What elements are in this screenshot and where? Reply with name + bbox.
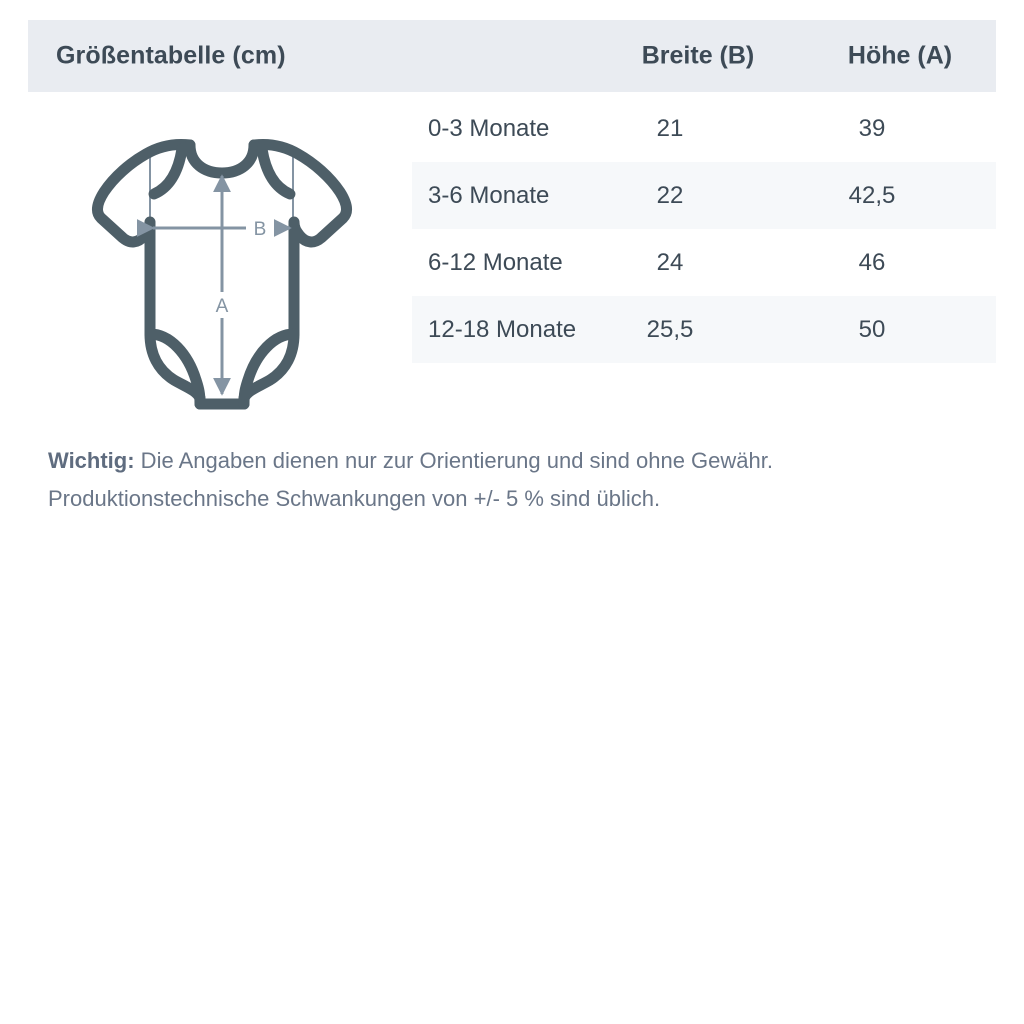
baby-bodysuit-illustration: B A: [78, 122, 378, 418]
cell-width: 22: [656, 181, 684, 209]
height-dimension-label: A: [216, 296, 229, 317]
table-row: 3-6 Monate 22 42,5: [412, 162, 996, 229]
cell-size: 0-3 Monate: [428, 114, 550, 142]
bodysuit-outline-path: [91, 139, 353, 410]
disclaimer-emphasis: Wichtig:: [48, 448, 135, 473]
table-row: 6-12 Monate 24 46: [412, 229, 996, 296]
table-row: 12-18 Monate 25,5 50: [412, 296, 996, 363]
column-header-width: Breite (B): [641, 41, 755, 70]
cell-width: 25,5: [646, 315, 694, 343]
cell-size: 3-6 Monate: [428, 181, 550, 209]
table-header-band: Größentabelle (cm) Breite (B) Höhe (A): [28, 20, 996, 92]
cell-height: 46: [858, 248, 886, 276]
page-title: Größentabelle (cm): [56, 41, 286, 70]
cell-size: 6-12 Monate: [428, 248, 563, 276]
disclaimer-line-2: Produktionstechnische Schwankungen von +…: [48, 486, 661, 511]
cell-height: 42,5: [848, 181, 896, 209]
cell-width: 21: [656, 114, 684, 142]
width-dimension-label: B: [254, 219, 267, 240]
table-row: 0-3 Monate 21 39: [412, 95, 996, 162]
cell-width: 24: [656, 248, 684, 276]
disclaimer-line-1: Die Angaben dienen nur zur Orientierung …: [134, 448, 773, 473]
cell-size: 12-18 Monate: [428, 315, 577, 343]
column-header-height: Höhe (A): [847, 41, 953, 70]
cell-height: 39: [858, 114, 886, 142]
cell-height: 50: [858, 315, 886, 343]
disclaimer-note: Wichtig: Die Angaben dienen nur zur Orie…: [48, 442, 978, 518]
size-table: 0-3 Monate 21 39 3-6 Monate 22 42,5 6-12…: [412, 95, 996, 363]
bodysuit-diagram-svg: B A: [91, 139, 353, 410]
